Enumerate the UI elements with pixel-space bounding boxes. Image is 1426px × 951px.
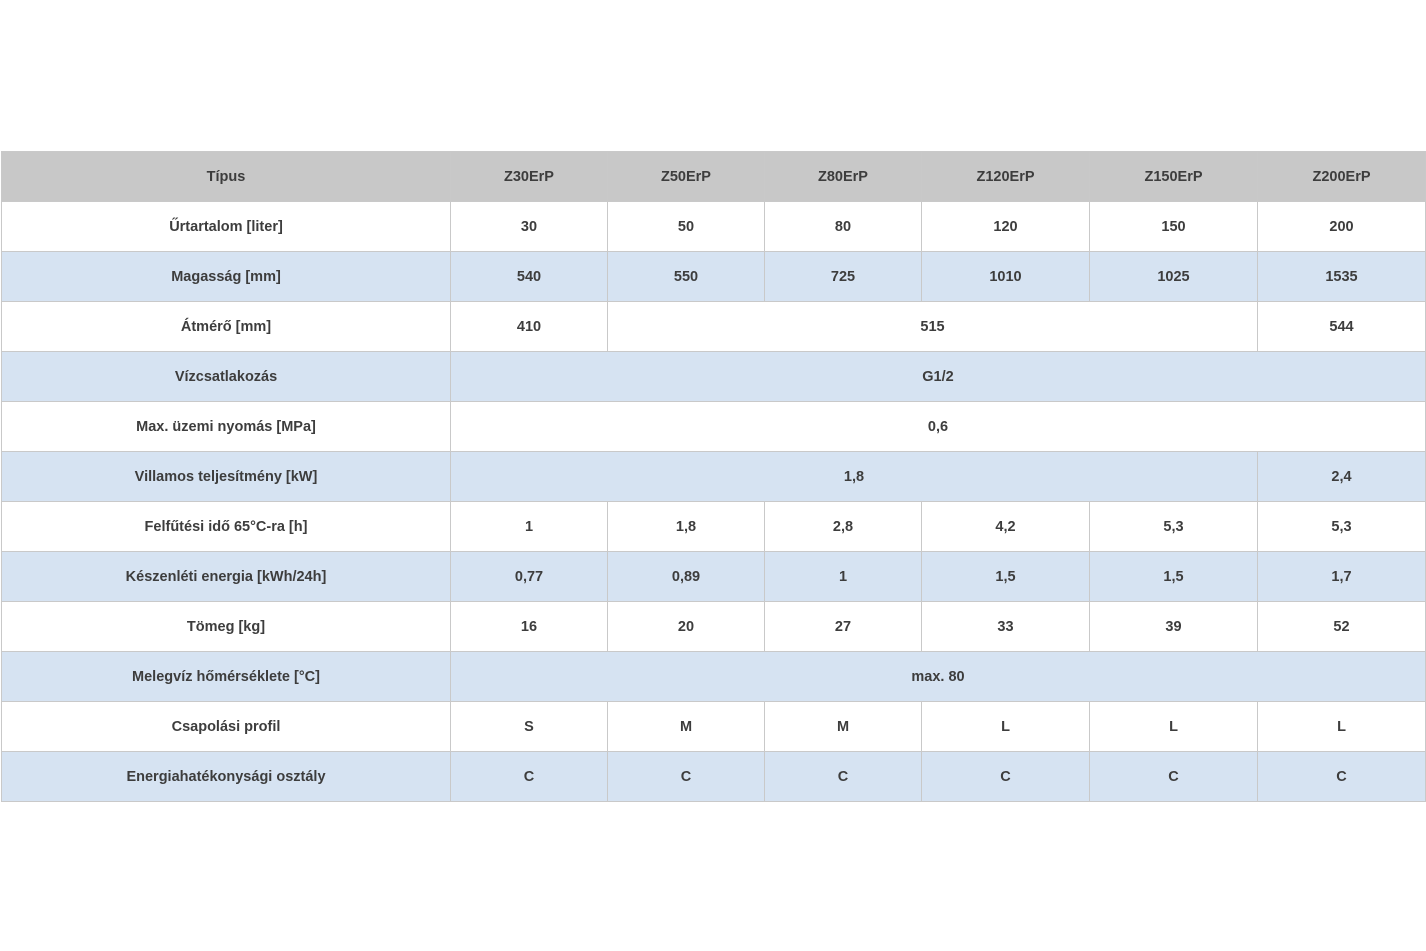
table-row: Magasság [mm] 540 550 725 1010 1025 1535 <box>1 251 1426 302</box>
header-model-cell: Z30ErP <box>450 151 608 202</box>
table-row: Átmérő [mm] 410 515 544 <box>1 301 1426 352</box>
value-cell: 410 <box>450 301 608 352</box>
value-cell: 0,6 <box>450 401 1426 452</box>
header-model-cell: Z80ErP <box>764 151 922 202</box>
value-cell: 540 <box>450 251 608 302</box>
spec-table-body: Típus Z30ErP Z50ErP Z80ErP Z120ErP Z150E… <box>1 151 1426 802</box>
table-row: Max. üzemi nyomás [MPa] 0,6 <box>1 401 1426 452</box>
value-cell: 20 <box>607 601 765 652</box>
table-row: Űrtartalom [liter] 30 50 80 120 150 200 <box>1 201 1426 252</box>
value-cell: C <box>1257 751 1426 802</box>
table-row: Készenléti energia [kWh/24h] 0,77 0,89 1 1,5… <box>1 551 1426 602</box>
value-cell: 2,8 <box>764 501 922 552</box>
value-cell: 30 <box>450 201 608 252</box>
value-cell: 0,89 <box>607 551 765 602</box>
row-label-cell: Űrtartalom [liter] <box>1 201 451 252</box>
value-cell: 1 <box>764 551 922 602</box>
row-label-cell: Átmérő [mm] <box>1 301 451 352</box>
value-cell: 33 <box>921 601 1090 652</box>
row-label-cell: Készenléti energia [kWh/24h] <box>1 551 451 602</box>
value-cell: 1025 <box>1089 251 1258 302</box>
value-cell: C <box>607 751 765 802</box>
value-cell: 5,3 <box>1257 501 1426 552</box>
value-cell: 0,77 <box>450 551 608 602</box>
value-cell: M <box>764 701 922 752</box>
value-cell: 544 <box>1257 301 1426 352</box>
value-cell: 80 <box>764 201 922 252</box>
value-cell: 2,4 <box>1257 451 1426 502</box>
header-row: Típus Z30ErP Z50ErP Z80ErP Z120ErP Z150E… <box>1 151 1426 202</box>
value-cell: L <box>921 701 1090 752</box>
table-row: Csapolási profil S M M L L L <box>1 701 1426 752</box>
table-row: Felfűtési idő 65°C-ra [h] 1 1,8 2,8 4,2 5,3 5,… <box>1 501 1426 552</box>
value-cell: max. 80 <box>450 651 1426 702</box>
value-cell: 27 <box>764 601 922 652</box>
header-model-cell: Z150ErP <box>1089 151 1258 202</box>
row-label-cell: Max. üzemi nyomás [MPa] <box>1 401 451 452</box>
row-label-cell: Energiahatékonysági osztály <box>1 751 451 802</box>
value-cell: 1,8 <box>607 501 765 552</box>
row-label-cell: Vízcsatlakozás <box>1 351 451 402</box>
value-cell: 16 <box>450 601 608 652</box>
value-cell: C <box>450 751 608 802</box>
table-row: Energiahatékonysági osztály C C C C C C <box>1 751 1426 802</box>
value-cell: 5,3 <box>1089 501 1258 552</box>
row-label-cell: Magasság [mm] <box>1 251 451 302</box>
row-label-cell: Csapolási profil <box>1 701 451 752</box>
header-label-cell: Típus <box>1 151 451 202</box>
row-label-cell: Villamos teljesítmény [kW] <box>1 451 451 502</box>
value-cell: C <box>764 751 922 802</box>
value-cell: S <box>450 701 608 752</box>
header-model-cell: Z200ErP <box>1257 151 1426 202</box>
value-cell: 1,5 <box>1089 551 1258 602</box>
header-model-cell: Z120ErP <box>921 151 1090 202</box>
value-cell: 1,7 <box>1257 551 1426 602</box>
value-cell: 120 <box>921 201 1090 252</box>
value-cell: 515 <box>607 301 1258 352</box>
header-model-cell: Z50ErP <box>607 151 765 202</box>
spec-table: Típus Z30ErP Z50ErP Z80ErP Z120ErP Z150E… <box>1 151 1426 802</box>
table-row: Melegvíz hőmérséklete [°C] max. 80 <box>1 651 1426 702</box>
value-cell: 725 <box>764 251 922 302</box>
value-cell: 1535 <box>1257 251 1426 302</box>
value-cell: C <box>921 751 1090 802</box>
value-cell: 1,5 <box>921 551 1090 602</box>
value-cell: 200 <box>1257 201 1426 252</box>
value-cell: 550 <box>607 251 765 302</box>
value-cell: G1/2 <box>450 351 1426 402</box>
row-label-cell: Felfűtési idő 65°C-ra [h] <box>1 501 451 552</box>
value-cell: 150 <box>1089 201 1258 252</box>
value-cell: 39 <box>1089 601 1258 652</box>
table-row: Tömeg [kg] 16 20 27 33 39 52 <box>1 601 1426 652</box>
table-row: Vízcsatlakozás G1/2 <box>1 351 1426 402</box>
value-cell: 1,8 <box>450 451 1258 502</box>
value-cell: 1010 <box>921 251 1090 302</box>
value-cell: 50 <box>607 201 765 252</box>
row-label-cell: Melegvíz hőmérséklete [°C] <box>1 651 451 702</box>
value-cell: L <box>1257 701 1426 752</box>
table-row: Villamos teljesítmény [kW] 1,8 2,4 <box>1 451 1426 502</box>
value-cell: 1 <box>450 501 608 552</box>
value-cell: L <box>1089 701 1258 752</box>
row-label-cell: Tömeg [kg] <box>1 601 451 652</box>
value-cell: M <box>607 701 765 752</box>
value-cell: 52 <box>1257 601 1426 652</box>
value-cell: C <box>1089 751 1258 802</box>
value-cell: 4,2 <box>921 501 1090 552</box>
